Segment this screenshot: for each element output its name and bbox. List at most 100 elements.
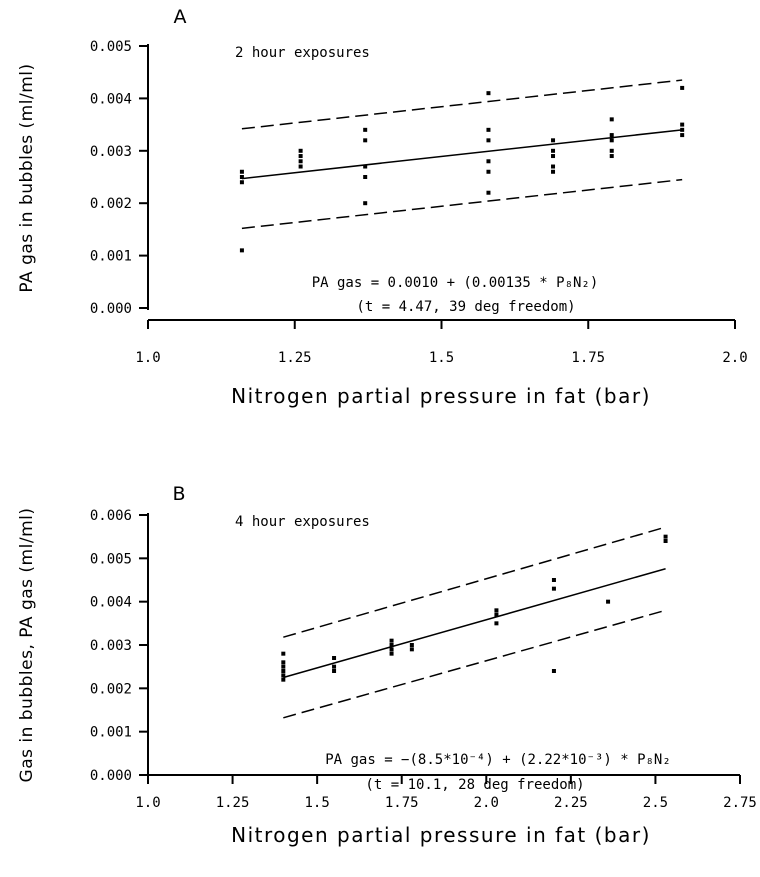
y-tick-label: 0.004: [90, 91, 132, 107]
data-point: [609, 154, 614, 159]
x-axis-title: Nitrogen partial pressure in fat (bar): [231, 823, 651, 847]
panel-label: A: [174, 6, 187, 28]
x-tick-label: 2.0: [722, 350, 747, 366]
data-point: [389, 638, 394, 643]
data-point: [663, 539, 668, 543]
x-tick-label: 2.75: [723, 795, 757, 811]
lower-confidence-line: [283, 609, 666, 719]
y-tick-label: 0.000: [90, 301, 132, 317]
x-tick-label: 1.75: [385, 795, 419, 811]
data-point: [663, 534, 668, 539]
data-point: [486, 190, 491, 195]
data-point: [298, 148, 303, 153]
data-point: [680, 133, 685, 138]
regression-equation: PA gas = 0.0010 + (0.00135 * P₈N₂): [312, 275, 599, 291]
data-point: [281, 660, 286, 665]
y-tick-label: 0.001: [90, 249, 132, 265]
data-point: [551, 578, 556, 582]
data-point: [486, 138, 491, 143]
exposure-annotation: 4 hour exposures: [235, 514, 370, 530]
data-point: [281, 677, 286, 682]
data-point: [409, 647, 414, 652]
data-point: [363, 164, 368, 169]
y-tick-label: 0.002: [90, 196, 132, 212]
regression-stats: (t = 10.1, 28 deg freedom): [365, 777, 584, 793]
data-point: [494, 621, 499, 626]
data-point: [298, 154, 303, 159]
panel-a: 0.000 0.001 0.002 0.003 0.004 0.005 1.0 1.25 1.5…: [17, 6, 748, 408]
data-point: [409, 643, 414, 647]
x-tick-label: 2.25: [554, 795, 588, 811]
data-point: [680, 85, 685, 90]
y-tick-label: 0.001: [90, 725, 132, 741]
y-axis-title: Gas in bubbles, PA gas (ml/ml): [17, 508, 37, 783]
data-point: [363, 127, 368, 132]
y-tick-label: 0.000: [90, 768, 132, 784]
y-axis-title: PA gas in bubbles (ml/ml): [17, 63, 37, 292]
data-point: [239, 175, 244, 179]
data-point: [239, 180, 244, 185]
data-point: [551, 148, 556, 153]
data-point: [551, 154, 556, 159]
upper-confidence-line: [283, 526, 666, 638]
x-tick-label: 1.5: [429, 350, 454, 366]
x-axis-title: Nitrogen partial pressure in fat (bar): [231, 384, 651, 408]
upper-confidence-line: [241, 79, 683, 130]
regression-equation: PA gas = −(8.5*10⁻⁴) + (2.22*10⁻³) * P₈N…: [325, 752, 671, 768]
data-point: [281, 673, 286, 678]
data-point: [298, 159, 303, 164]
data-point: [239, 169, 244, 174]
regression-line: [283, 568, 666, 679]
data-point: [609, 117, 614, 122]
data-point: [239, 248, 244, 253]
data-point: [332, 664, 337, 669]
data-point: [609, 138, 614, 143]
x-tick-label: 2.0: [474, 795, 499, 811]
data-point: [551, 586, 556, 591]
panel-label: B: [172, 483, 185, 505]
lower-confidence-line: [241, 178, 683, 230]
data-point: [363, 138, 368, 143]
data-point: [363, 175, 368, 179]
data-point: [332, 669, 337, 673]
y-tick-label: 0.005: [90, 551, 132, 567]
y-tick-label: 0.003: [90, 638, 132, 654]
data-point: [680, 122, 685, 127]
data-point: [551, 669, 556, 673]
data-point: [389, 651, 394, 656]
data-point: [389, 643, 394, 647]
data-point: [606, 599, 611, 604]
x-tick-label: 1.5: [304, 795, 329, 811]
data-point: [551, 138, 556, 143]
y-tick-label: 0.005: [90, 39, 132, 55]
x-tick-label: 1.0: [135, 795, 160, 811]
x-tick-label: 1.75: [571, 350, 605, 366]
data-point: [494, 608, 499, 613]
data-point: [680, 127, 685, 132]
regression-stats: (t = 4.47, 39 deg freedom): [356, 299, 575, 315]
data-point: [486, 159, 491, 164]
data-point: [332, 656, 337, 660]
data-point: [486, 127, 491, 132]
data-point: [609, 148, 614, 153]
data-point: [281, 669, 286, 673]
x-tick-label: 1.25: [278, 350, 312, 366]
data-point: [551, 164, 556, 169]
panel-b: 0.000 0.001 0.002 0.003 0.004 0.005 0.006 1.0 1.…: [17, 483, 757, 847]
data-point: [551, 169, 556, 174]
data-point: [486, 169, 491, 174]
regression-line: [241, 129, 683, 180]
y-tick-label: 0.004: [90, 595, 132, 611]
y-tick-label: 0.003: [90, 144, 132, 160]
x-tick-label: 2.5: [643, 795, 668, 811]
data-point: [298, 164, 303, 169]
data-point: [609, 133, 614, 138]
data-point: [494, 612, 499, 617]
x-tick-label: 1.0: [135, 350, 160, 366]
data-point: [281, 651, 286, 656]
data-point: [389, 647, 394, 652]
exposure-annotation: 2 hour exposures: [235, 45, 370, 61]
y-tick-label: 0.002: [90, 681, 132, 697]
data-point: [281, 664, 286, 669]
